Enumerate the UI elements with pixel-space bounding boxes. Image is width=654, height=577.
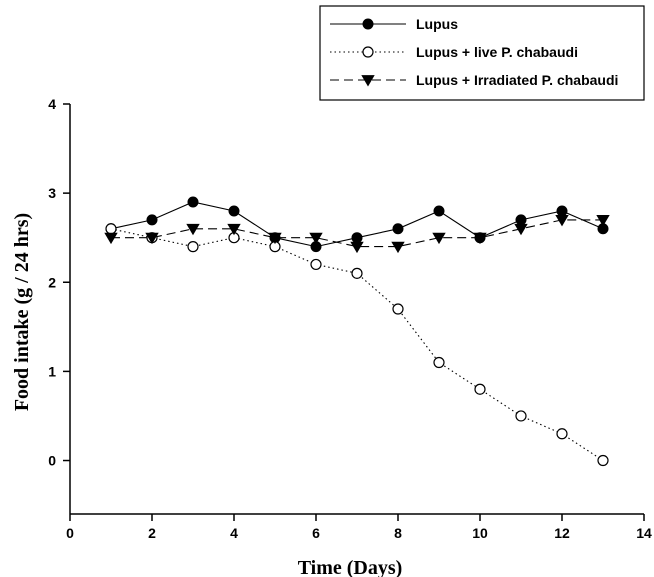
legend-entry-2-label: Lupus + live P. chabaudi [416,44,578,60]
series-3-point [145,232,159,245]
x-tick-label: 0 [66,525,74,541]
series-2-point [310,258,322,271]
legend-entry-3-marker [361,75,375,87]
x-tick-label: 12 [554,525,570,541]
y-tick-label: 3 [48,185,56,201]
y-tick-label: 1 [48,363,56,379]
x-tick-label: 2 [148,525,156,541]
series-3-point [391,241,405,254]
legend-box [319,5,645,101]
x-tick-label: 14 [636,525,652,541]
series-1-point [146,214,158,226]
series-2-point [351,267,363,279]
y-tick-label: 4 [48,96,56,112]
series-1-point [556,205,568,217]
series-2-point [474,383,486,395]
legend-entry-3-label: Lupus + Irradiated P. chabaudi [416,72,618,88]
series-2-point [515,410,527,422]
series-2-point [597,454,609,467]
series-3-point [514,223,528,236]
legend-entry-2-marker [362,46,374,58]
series-3-point [473,232,487,245]
series-3-point [268,232,282,245]
series-3-point [104,232,118,245]
series-3-point [309,232,323,245]
series-3-point [555,214,569,227]
series-3-point [596,214,610,227]
x-tick-label: 4 [230,525,238,541]
series-1-point [515,214,527,226]
series-1-point [351,232,363,244]
series-3-point [186,223,200,236]
y-tick-label: 2 [48,274,56,290]
legend: Lupus Lupus + live P. chabaudi Lupus + Irr… [319,5,645,101]
series-3-point [350,241,364,254]
series-2-line [110,228,604,461]
series-2-point [392,303,404,315]
x-tick-label: 6 [312,525,320,541]
plot-area [104,196,610,467]
series-1-point [433,205,445,217]
series-1-point [392,223,404,235]
series-3-point [227,223,241,236]
x-axis-title: Time (Days) [298,557,403,577]
series-2-point [433,356,445,369]
series-3-point [432,232,446,245]
series-1-point [228,205,240,217]
y-axis-title: Food intake (g / 24 hrs) [11,213,33,411]
legend-entry-1-marker [362,18,374,30]
series-2-point [187,241,199,253]
legend-entry-1-label: Lupus [416,16,458,32]
x-tick-label: 8 [394,525,402,541]
series-2-point [105,223,117,235]
series-2-point [556,428,568,440]
x-tick-label: 10 [472,525,488,541]
y-tick-label: 0 [48,453,56,469]
series-1-point [187,196,199,208]
